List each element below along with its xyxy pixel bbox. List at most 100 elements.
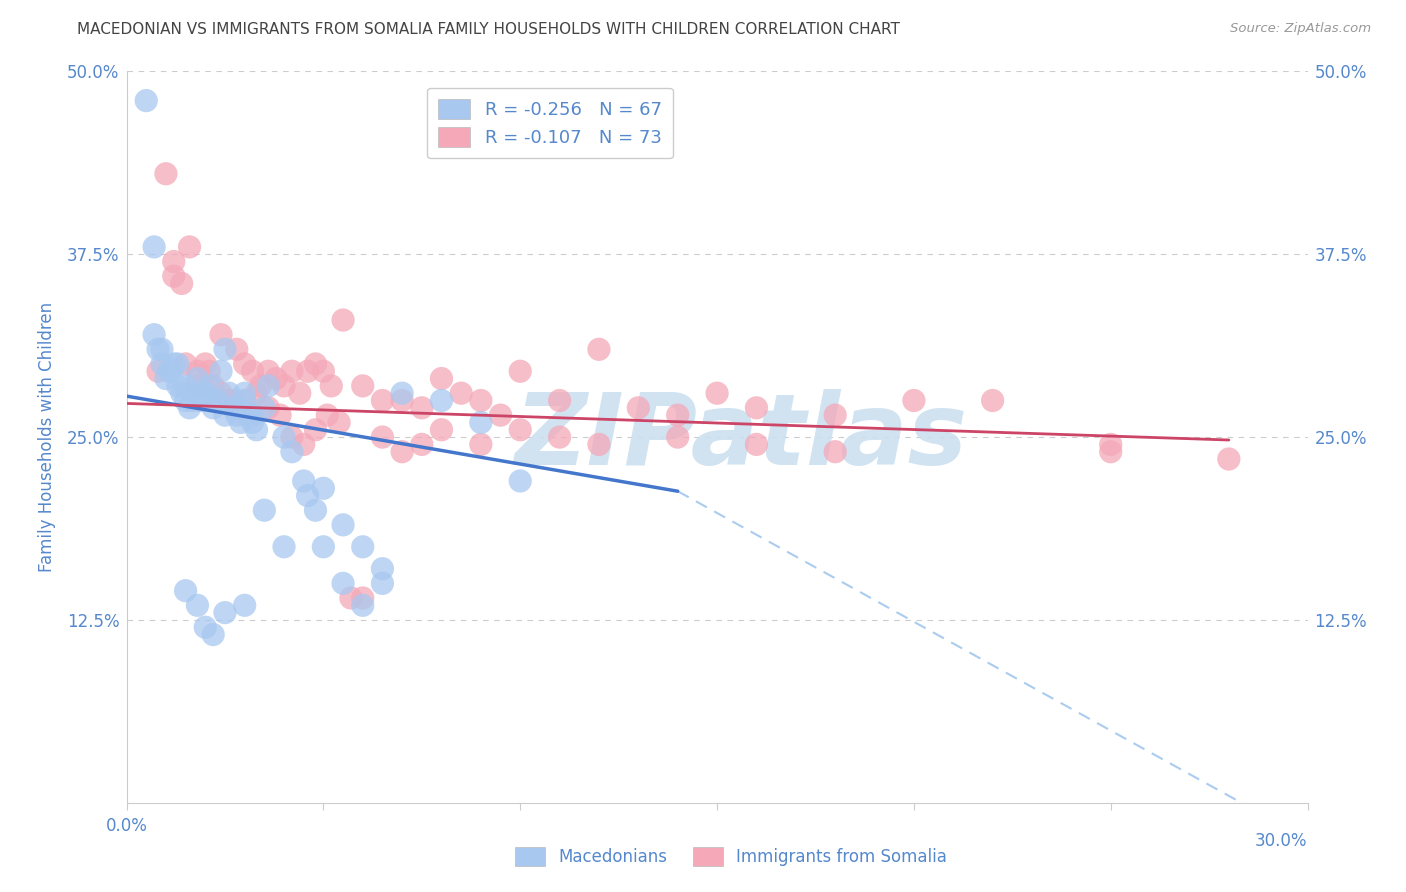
- Point: [304, 423, 326, 437]
- Point: [174, 393, 197, 408]
- Point: [548, 393, 571, 408]
- Point: [135, 94, 157, 108]
- Point: [242, 408, 264, 422]
- Point: [155, 371, 177, 385]
- Point: [297, 364, 319, 378]
- Point: [450, 386, 472, 401]
- Point: [509, 474, 531, 488]
- Point: [352, 540, 374, 554]
- Point: [218, 393, 240, 408]
- Point: [194, 620, 217, 634]
- Point: [509, 364, 531, 378]
- Point: [509, 423, 531, 437]
- Point: [166, 379, 188, 393]
- Legend: Macedonians, Immigrants from Somalia: Macedonians, Immigrants from Somalia: [508, 838, 955, 875]
- Point: [163, 254, 186, 268]
- Point: [706, 386, 728, 401]
- Point: [371, 562, 394, 576]
- Point: [214, 408, 236, 422]
- Point: [214, 343, 236, 357]
- Text: Source: ZipAtlas.com: Source: ZipAtlas.com: [1230, 22, 1371, 36]
- Point: [174, 357, 197, 371]
- Text: 30.0%: 30.0%: [1256, 832, 1308, 850]
- Point: [292, 437, 315, 451]
- Point: [666, 408, 689, 422]
- Point: [548, 430, 571, 444]
- Point: [186, 599, 208, 613]
- Point: [470, 416, 492, 430]
- Point: [253, 401, 276, 415]
- Point: [150, 357, 173, 371]
- Point: [328, 416, 350, 430]
- Legend: R = -0.256   N = 67, R = -0.107   N = 73: R = -0.256 N = 67, R = -0.107 N = 73: [427, 87, 672, 158]
- Point: [257, 364, 280, 378]
- Point: [202, 401, 225, 415]
- Point: [194, 357, 217, 371]
- Point: [214, 606, 236, 620]
- Point: [824, 444, 846, 458]
- Point: [304, 503, 326, 517]
- Point: [273, 430, 295, 444]
- Point: [745, 401, 768, 415]
- Point: [352, 599, 374, 613]
- Point: [588, 437, 610, 451]
- Point: [205, 393, 228, 408]
- Point: [332, 576, 354, 591]
- Point: [371, 393, 394, 408]
- Point: [174, 379, 197, 393]
- Point: [1099, 437, 1122, 451]
- Point: [588, 343, 610, 357]
- Point: [218, 386, 240, 401]
- Point: [391, 393, 413, 408]
- Point: [159, 364, 181, 378]
- Point: [1218, 452, 1240, 467]
- Point: [163, 269, 186, 284]
- Point: [155, 167, 177, 181]
- Point: [245, 423, 267, 437]
- Point: [257, 379, 280, 393]
- Point: [186, 364, 208, 378]
- Point: [225, 343, 247, 357]
- Point: [316, 408, 339, 422]
- Point: [186, 371, 208, 385]
- Point: [170, 277, 193, 291]
- Point: [666, 430, 689, 444]
- Point: [233, 357, 256, 371]
- Text: MACEDONIAN VS IMMIGRANTS FROM SOMALIA FAMILY HOUSEHOLDS WITH CHILDREN CORRELATIO: MACEDONIAN VS IMMIGRANTS FROM SOMALIA FA…: [77, 22, 900, 37]
- Point: [321, 379, 343, 393]
- Point: [242, 364, 264, 378]
- Point: [391, 386, 413, 401]
- Point: [352, 591, 374, 605]
- Point: [264, 371, 287, 385]
- Point: [179, 240, 201, 254]
- Point: [371, 430, 394, 444]
- Point: [981, 393, 1004, 408]
- Point: [903, 393, 925, 408]
- Point: [233, 386, 256, 401]
- Point: [209, 386, 232, 401]
- Point: [281, 364, 304, 378]
- Point: [745, 437, 768, 451]
- Point: [229, 416, 252, 430]
- Point: [225, 401, 247, 415]
- Point: [174, 583, 197, 598]
- Text: ZIPatlas: ZIPatlas: [515, 389, 967, 485]
- Point: [824, 408, 846, 422]
- Point: [179, 401, 201, 415]
- Point: [194, 386, 217, 401]
- Point: [281, 430, 304, 444]
- Point: [166, 357, 188, 371]
- Point: [242, 416, 264, 430]
- Point: [288, 386, 311, 401]
- Point: [304, 357, 326, 371]
- Point: [186, 379, 208, 393]
- Point: [163, 357, 186, 371]
- Point: [332, 313, 354, 327]
- Point: [312, 364, 335, 378]
- Point: [1099, 444, 1122, 458]
- Point: [143, 327, 166, 342]
- Point: [253, 503, 276, 517]
- Point: [292, 474, 315, 488]
- Point: [312, 481, 335, 495]
- Point: [222, 401, 245, 415]
